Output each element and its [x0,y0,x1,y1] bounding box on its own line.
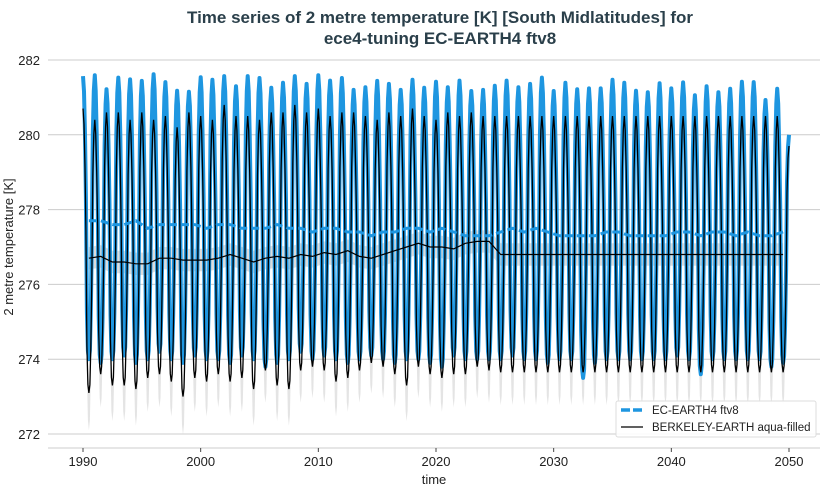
y-axis-label: 2 metre temperature [K] [1,178,16,315]
y-axis: 272 274 276 278 280 282 [18,53,40,442]
x-axis-label: time [422,472,447,487]
y-tick-label: 278 [18,203,40,218]
legend-label-berkeley: BERKELEY-EARTH aqua-filled [652,422,811,434]
legend-label-ec-earth4: EC-EARTH4 ftv8 [652,405,739,417]
x-tick-label: 2020 [422,454,451,469]
chart-title-line2: ece4-tuning EC-EARTH4 ftv8 [324,29,556,48]
y-tick-label: 274 [18,352,40,367]
legend-box [615,400,817,438]
ec-earth4-annual-mean-line [88,219,784,238]
x-tick-label: 1990 [69,454,98,469]
y-tick-label: 280 [18,128,40,143]
x-tick-label: 2040 [657,454,686,469]
y-tick-label: 282 [18,53,40,68]
y-tick-label: 276 [18,277,40,292]
x-axis: 1990 2000 2010 2020 2030 2040 2050 [48,447,820,469]
plot-area [81,72,791,435]
y-tick-label: 272 [18,427,40,442]
legend: EC-EARTH4 ftv8 BERKELEY-EARTH aqua-fille… [615,400,817,438]
berkeley-series-line [82,104,790,397]
ec-earth4-series-line [81,72,791,380]
berkeley-annual-mean-line [88,240,784,265]
x-tick-label: 2010 [304,454,333,469]
chart-title-line1: Time series of 2 metre temperature [K] [… [187,8,693,27]
x-tick-label: 2000 [186,454,215,469]
x-tick-label: 2030 [539,454,568,469]
x-tick-label: 2050 [775,454,804,469]
